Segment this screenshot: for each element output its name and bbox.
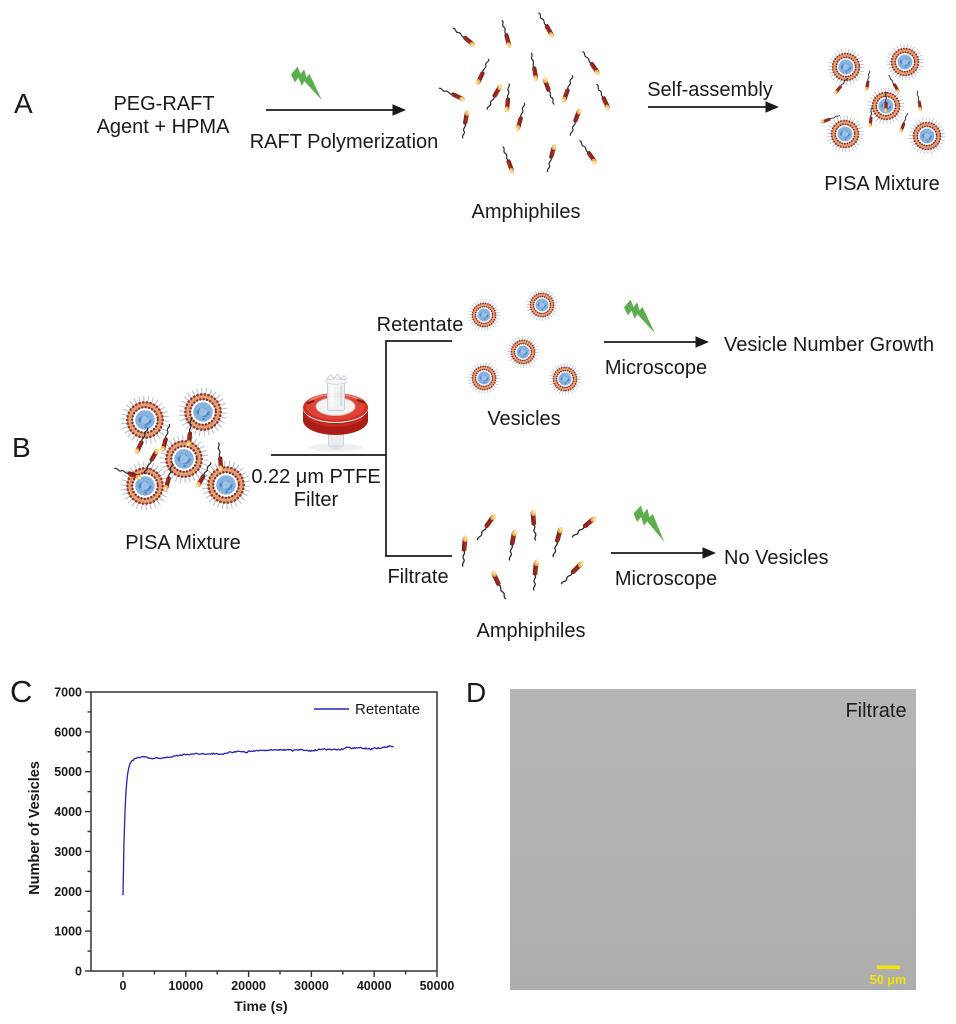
svg-text:Amphiphiles: Amphiphiles [472, 201, 581, 223]
svg-text:Microscope: Microscope [615, 568, 717, 590]
svg-text:PISA Mixture: PISA Mixture [125, 532, 241, 554]
svg-text:Vesicles: Vesicles [487, 408, 560, 430]
svg-text:7000: 7000 [54, 686, 82, 700]
svg-text:0: 0 [120, 979, 127, 993]
svg-text:Number of Vesicles: Number of Vesicles [27, 761, 43, 895]
svg-text:50 μm: 50 μm [870, 973, 906, 987]
svg-text:2000: 2000 [54, 885, 82, 899]
svg-text:Amphiphiles: Amphiphiles [477, 620, 586, 642]
svg-text:20000: 20000 [231, 979, 266, 993]
svg-text:3000: 3000 [54, 845, 82, 859]
svg-text:Time (s): Time (s) [234, 998, 287, 1014]
svg-text:Filter: Filter [294, 489, 339, 511]
svg-text:Filtrate: Filtrate [845, 700, 906, 722]
svg-text:PEG-RAFT: PEG-RAFT [113, 93, 214, 115]
svg-text:Retentate: Retentate [377, 314, 464, 336]
svg-text:PISA Mixture: PISA Mixture [824, 173, 940, 195]
svg-text:D: D [466, 677, 486, 708]
svg-text:Microscope: Microscope [605, 357, 707, 379]
svg-text:C: C [10, 674, 32, 709]
svg-text:Retentate: Retentate [355, 701, 420, 718]
svg-text:A: A [14, 88, 33, 119]
svg-text:6000: 6000 [54, 725, 82, 739]
svg-text:0: 0 [75, 965, 82, 979]
svg-text:No Vesicles: No Vesicles [724, 547, 829, 569]
svg-text:1000: 1000 [54, 925, 82, 939]
svg-text:RAFT Polymerization: RAFT Polymerization [250, 131, 439, 153]
svg-text:40000: 40000 [357, 979, 392, 993]
svg-text:Self-assembly: Self-assembly [647, 79, 773, 101]
svg-text:4000: 4000 [54, 805, 82, 819]
svg-text:B: B [12, 432, 31, 463]
svg-text:50000: 50000 [420, 979, 455, 993]
svg-text:30000: 30000 [294, 979, 329, 993]
svg-text:5000: 5000 [54, 765, 82, 779]
svg-text:0.22 μm PTFE: 0.22 μm PTFE [251, 466, 380, 488]
svg-text:Agent + HPMA: Agent + HPMA [97, 116, 231, 138]
svg-text:10000: 10000 [168, 979, 203, 993]
svg-text:Filtrate: Filtrate [387, 566, 448, 588]
svg-text:Vesicle Number Growth: Vesicle Number Growth [724, 334, 934, 356]
